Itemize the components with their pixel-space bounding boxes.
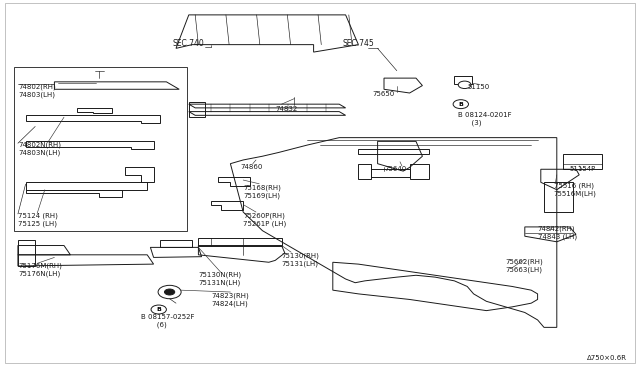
Text: B 08157-0252F
       (6): B 08157-0252F (6)	[141, 314, 195, 328]
Bar	[454, 76, 472, 84]
Circle shape	[453, 100, 468, 109]
Text: 74832: 74832	[275, 106, 298, 112]
Circle shape	[164, 289, 175, 295]
Text: 74842(RH)
74843 (LH): 74842(RH) 74843 (LH)	[538, 225, 577, 240]
Text: B: B	[156, 307, 161, 312]
Text: 75650: 75650	[372, 91, 395, 97]
Text: 75130(RH)
75131(LH): 75130(RH) 75131(LH)	[282, 253, 319, 267]
Text: 75168(RH)
75169(LH): 75168(RH) 75169(LH)	[243, 184, 281, 199]
Text: Δ750×0.6R: Δ750×0.6R	[588, 355, 627, 361]
Text: 51154P: 51154P	[570, 166, 596, 171]
Circle shape	[458, 81, 471, 89]
Text: 74802(RH)
74803(LH): 74802(RH) 74803(LH)	[18, 84, 56, 98]
Text: 51150: 51150	[467, 84, 490, 90]
Text: SEC.745: SEC.745	[342, 39, 374, 48]
Bar	[563, 154, 602, 169]
Text: 75662(RH)
75663(LH): 75662(RH) 75663(LH)	[506, 259, 543, 273]
Text: 75260P(RH)
75261P (LH): 75260P(RH) 75261P (LH)	[243, 212, 287, 227]
Text: 75176M(RH)
75176N(LH): 75176M(RH) 75176N(LH)	[18, 262, 62, 277]
Circle shape	[158, 285, 181, 299]
Text: 75640: 75640	[384, 166, 406, 171]
Circle shape	[151, 305, 166, 314]
Text: 74802N(RH)
74803N(LH): 74802N(RH) 74803N(LH)	[18, 141, 61, 156]
Text: B 08124-0201F
      (3): B 08124-0201F (3)	[458, 112, 511, 126]
Text: B: B	[458, 102, 463, 107]
Text: SEC.740: SEC.740	[173, 39, 205, 48]
Text: 74860: 74860	[240, 164, 262, 170]
Bar	[14, 67, 187, 231]
Text: 75130N(RH)
75131N(LH): 75130N(RH) 75131N(LH)	[198, 272, 241, 286]
Text: 74823(RH)
74824(LH): 74823(RH) 74824(LH)	[211, 292, 249, 307]
Text: 75124 (RH)
75125 (LH): 75124 (RH) 75125 (LH)	[18, 212, 58, 227]
Text: 75516 (RH)
75516M(LH): 75516 (RH) 75516M(LH)	[554, 182, 596, 197]
